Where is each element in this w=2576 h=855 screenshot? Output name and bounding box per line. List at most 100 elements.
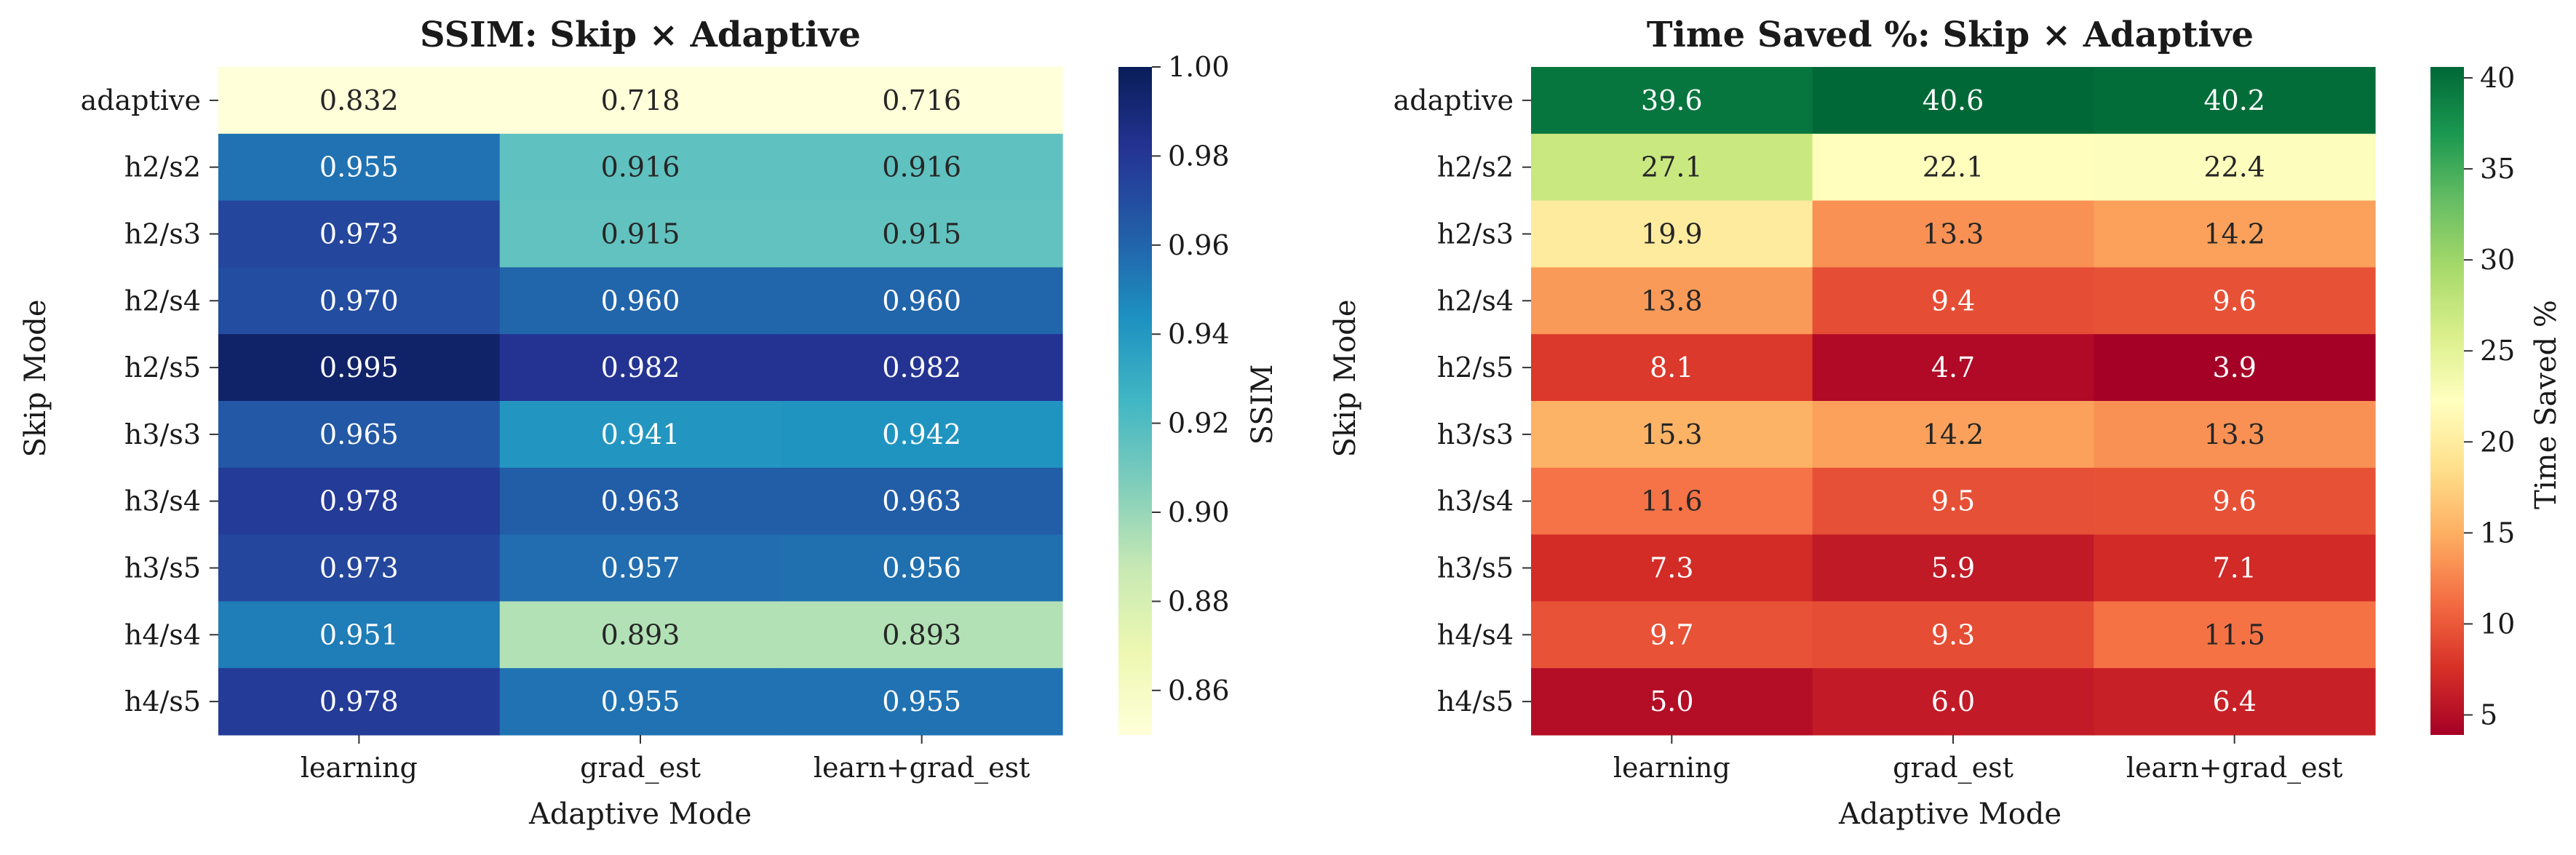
cell-value-label: 7.1 [2212,552,2256,584]
y-tick-label: h4/s5 [124,685,201,717]
y-tick-label: h2/s3 [1437,218,1514,250]
cell-value-label: 14.2 [1923,418,1984,450]
cell-value-label: 9.3 [1931,619,1975,651]
y-tick-label: h4/s4 [124,619,201,651]
colorbar-gradient [2430,67,2464,735]
colorbar-tick-label: 30 [2480,244,2515,276]
heatmap-cell [218,200,501,268]
chart-title: Time Saved %: Skip × Adaptive [1647,15,2254,55]
heatmap-cell [1531,467,1813,536]
heatmap-cell [1531,133,1813,202]
heatmap-cell [1812,401,2094,469]
heatmap-cell [499,267,782,335]
cell-value-label: 0.973 [319,218,399,250]
cell-value-label: 11.5 [2203,619,2265,651]
heatmap-cell [1812,534,2094,602]
heatmap-cell [781,401,1063,469]
cell-value-label: 15.3 [1641,418,1703,450]
heatmap-cell [218,133,501,202]
cell-value-label: 22.4 [2203,151,2265,183]
heatmap-cell [781,668,1063,736]
heatmap-cell [1531,601,1813,669]
cell-value-label: 0.965 [319,418,399,450]
heatmap-cell [1812,601,2094,669]
heatmap-cell [781,334,1063,402]
y-axis-ticks: adaptive h2/s2 h2/s3 h2/s4 h2/s5 h3/s3 h3/s4 h3… [81,84,218,717]
heatmap-cell [2094,467,2376,536]
heatmap-cell [1531,534,1813,602]
heatmap-cell [781,67,1063,135]
colorbar-tick-label: 20 [2480,426,2515,458]
cell-value-label: 0.955 [319,151,399,183]
y-tick-label: h3/s5 [1437,552,1514,584]
cell-value-label: 0.942 [882,418,961,450]
heatmap-cell [218,668,501,736]
cell-labels: 0.832 0.718 0.716 0.955 0.916 0.916 0.973 0.915… [319,84,961,717]
colorbar-tick-label: 0.90 [1168,496,1230,528]
colorbar-tick-label: 0.86 [1168,675,1230,707]
heatmap-cell [499,200,782,268]
heatmap-cell [218,401,501,469]
cell-value-label: 40.6 [1923,84,1984,116]
colorbar-tick-label: 35 [2480,153,2515,185]
cell-value-label: 7.3 [1650,552,1693,584]
cell-value-label: 0.970 [319,285,399,317]
cell-value-label: 0.893 [882,619,961,651]
x-tick-label: learning [1613,752,1730,784]
cell-value-label: 0.916 [601,151,680,183]
colorbar-tick-label: 0.94 [1168,318,1230,350]
heatmap-cell [2094,534,2376,602]
y-tick-label: h3/s4 [1437,485,1514,517]
heatmap-cell [1812,334,2094,402]
cell-value-label: 0.963 [601,485,680,517]
cell-value-label: 0.955 [882,685,961,717]
y-tick-label: h2/s2 [1437,151,1514,183]
cell-value-label: 9.6 [2212,485,2256,517]
cell-value-label: 9.7 [1650,619,1693,651]
time-saved-heatmap-panel: Time Saved %: Skip × Adaptive 39.6 40.6 40… [1329,15,2563,831]
heatmap-cell [781,133,1063,202]
x-tick-label: learn+grad_est [814,752,1030,784]
cell-value-label: 3.9 [2212,351,2256,383]
y-axis-ticks: adaptive h2/s2 h2/s3 h2/s4 h2/s5 h3/s3 h3/s4 h3… [1394,84,1531,717]
ssim-heatmap-panel: SSIM: Skip × Adaptive 0.832 0.718 0.716 0.9… [19,15,1279,831]
y-tick-label: h2/s5 [1437,351,1514,383]
cell-value-label: 27.1 [1641,151,1703,183]
heatmap-cell [218,534,501,602]
heatmap-cell [2094,133,2376,202]
y-axis-label: Skip Mode [19,299,52,457]
colorbar-tick-label: 25 [2480,335,2515,367]
heatmap-cell [2094,267,2376,335]
heatmap-cell [781,267,1063,335]
x-axis-ticks: learning grad_est learn+grad_est [301,735,1030,784]
cell-value-label: 0.978 [319,485,399,517]
colorbar-tick-label: 15 [2480,517,2515,549]
heatmap-cell [1812,668,2094,736]
cell-value-label: 9.5 [1931,485,1975,517]
cell-value-label: 0.956 [882,552,961,584]
heatmap-cell [1531,401,1813,469]
y-tick-label: h2/s3 [124,218,201,250]
cell-value-label: 0.915 [882,218,961,250]
heatmap-cell [499,601,782,669]
x-tick-label: grad_est [1893,752,2014,784]
colorbar-label: SSIM [1246,365,1279,445]
colorbar-tick-label: 0.96 [1168,229,1230,261]
cell-value-label: 0.941 [601,418,680,450]
heatmap-cell [2094,401,2376,469]
cell-value-label: 0.978 [319,685,399,717]
cell-value-label: 5.9 [1931,552,1975,584]
y-tick-label: h3/s3 [124,418,201,450]
cell-value-label: 0.832 [319,84,399,116]
heatmap-cell [499,668,782,736]
colorbar-tick-label: 0.88 [1168,585,1230,617]
x-axis-label: Adaptive Mode [528,798,752,831]
heatmap-cell [1531,267,1813,335]
y-tick-label: h4/s5 [1437,685,1514,717]
heatmap-cell [2094,200,2376,268]
heatmap-cell [1531,668,1813,736]
y-tick-label: h3/s5 [124,552,201,584]
heatmap-cell [499,67,782,135]
